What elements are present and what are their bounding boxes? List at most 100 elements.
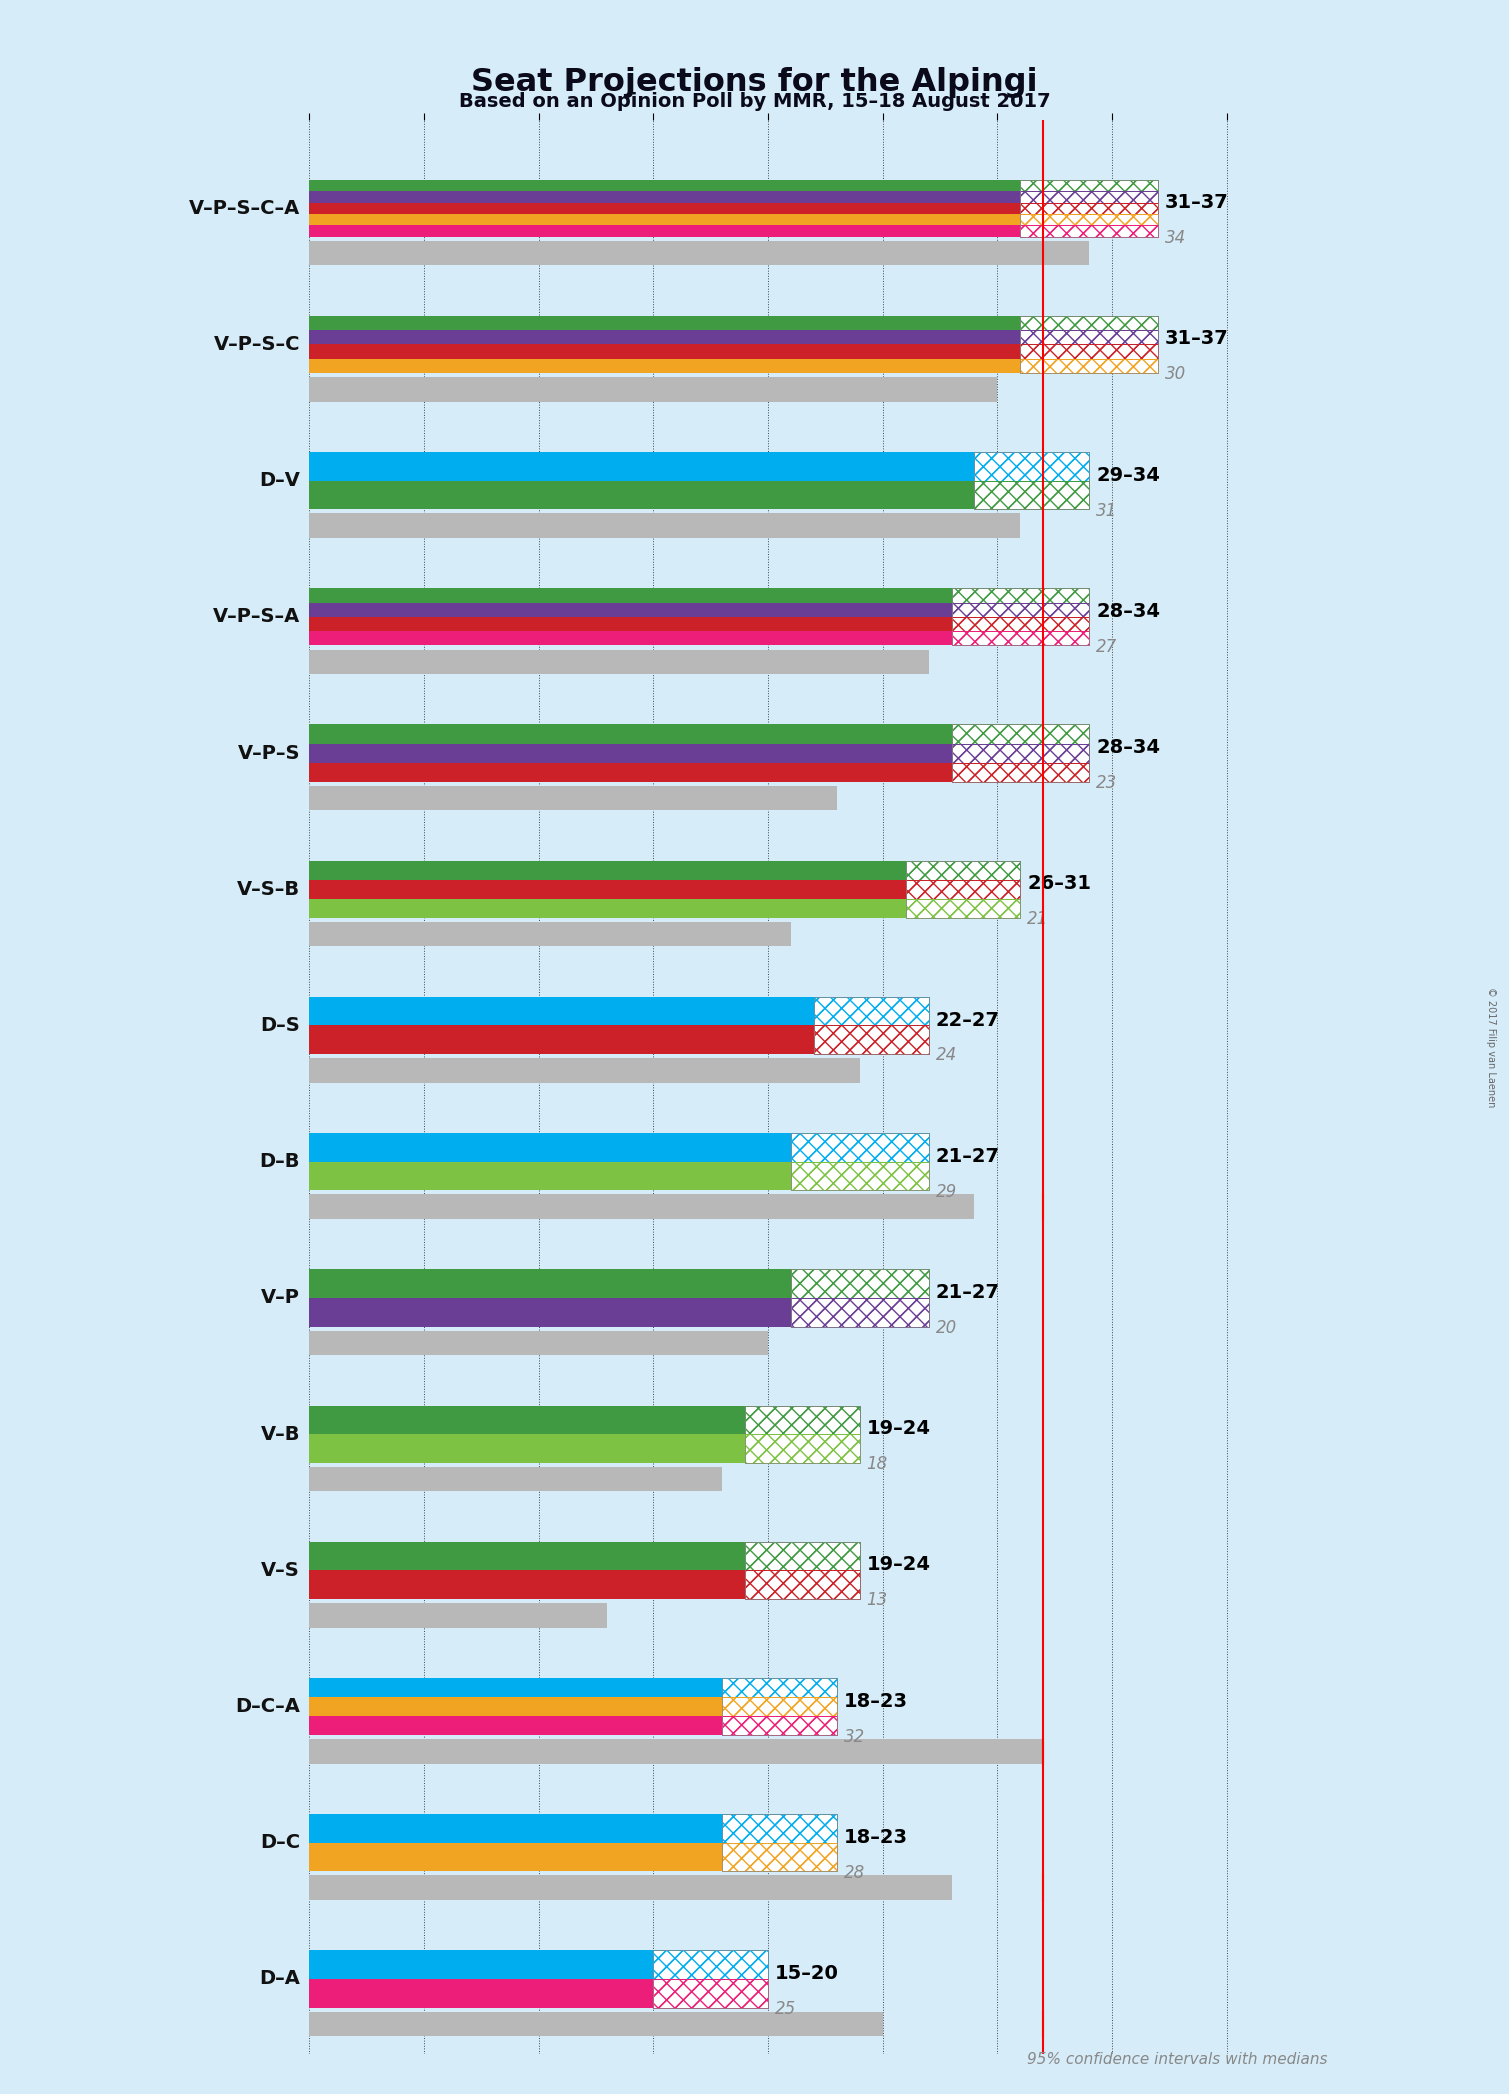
Text: D–A: D–A — [260, 1970, 300, 1989]
Bar — [1020, 214, 1157, 226]
Bar — [309, 1298, 791, 1326]
Bar — [309, 331, 1020, 343]
Bar — [905, 898, 1020, 917]
Bar — [309, 1813, 723, 1843]
Bar — [905, 898, 1020, 917]
Bar — [309, 1330, 768, 1355]
Bar — [1020, 226, 1157, 237]
Text: 31–37: 31–37 — [1165, 329, 1228, 348]
Text: 23: 23 — [1096, 775, 1117, 792]
Bar — [1020, 358, 1157, 373]
Bar — [309, 861, 905, 879]
Bar — [309, 180, 1020, 191]
Bar — [813, 1026, 928, 1053]
Bar — [1020, 316, 1157, 331]
Bar — [791, 1133, 928, 1189]
Bar — [791, 1269, 928, 1298]
Bar — [745, 1405, 860, 1464]
Bar — [1020, 180, 1157, 237]
Bar — [309, 785, 837, 810]
Bar — [745, 1541, 860, 1570]
Bar — [1020, 203, 1157, 214]
Bar — [952, 762, 1089, 781]
Bar — [309, 1541, 745, 1570]
Bar — [1020, 316, 1157, 331]
Bar — [905, 879, 1020, 898]
Text: 28–34: 28–34 — [1096, 601, 1160, 622]
Bar — [309, 649, 928, 674]
Bar — [723, 1677, 837, 1736]
Bar — [975, 452, 1089, 482]
Text: 18–23: 18–23 — [844, 1692, 908, 1711]
Text: 29: 29 — [936, 1183, 957, 1200]
Bar — [745, 1570, 860, 1600]
Bar — [905, 879, 1020, 898]
Text: 34: 34 — [1165, 228, 1186, 247]
Bar — [723, 1677, 837, 1696]
Bar — [309, 241, 1089, 266]
Text: 27: 27 — [1096, 639, 1117, 655]
Bar — [309, 1604, 608, 1627]
Bar — [813, 997, 928, 1026]
Bar — [791, 1162, 928, 1189]
Bar — [309, 1434, 745, 1464]
Bar — [309, 603, 952, 618]
Bar — [309, 1026, 813, 1053]
Bar — [813, 997, 928, 1026]
Text: 13: 13 — [866, 1591, 887, 1610]
Bar — [309, 358, 1020, 373]
Bar — [723, 1696, 837, 1717]
Bar — [309, 1843, 723, 1872]
Bar — [975, 482, 1089, 509]
Bar — [952, 603, 1089, 618]
Bar — [813, 1026, 928, 1053]
Text: 19–24: 19–24 — [866, 1556, 931, 1575]
Bar — [905, 861, 1020, 917]
Bar — [309, 618, 952, 630]
Bar — [745, 1541, 860, 1570]
Bar — [309, 452, 975, 482]
Text: V–P: V–P — [261, 1288, 300, 1307]
Bar — [309, 1876, 952, 1899]
Bar — [975, 482, 1089, 509]
Bar — [723, 1813, 837, 1843]
Bar — [952, 725, 1089, 781]
Bar — [1020, 180, 1157, 237]
Bar — [309, 316, 1020, 331]
Text: D–B: D–B — [260, 1152, 300, 1171]
Text: 25: 25 — [776, 2000, 797, 2019]
Bar — [309, 482, 975, 509]
Bar — [745, 1405, 860, 1434]
Bar — [975, 452, 1089, 482]
Bar — [745, 1570, 860, 1600]
Bar — [309, 1979, 653, 2008]
Text: V–S–B: V–S–B — [237, 879, 300, 898]
Bar — [1020, 343, 1157, 358]
Bar — [952, 588, 1089, 603]
Bar — [791, 1269, 928, 1326]
Text: 95% confidence intervals with medians: 95% confidence intervals with medians — [1028, 2052, 1328, 2067]
Bar — [1020, 203, 1157, 214]
Bar — [1020, 180, 1157, 191]
Bar — [952, 618, 1089, 630]
Bar — [952, 588, 1089, 645]
Text: V–P–S–C: V–P–S–C — [213, 335, 300, 354]
Text: 30: 30 — [1165, 366, 1186, 383]
Bar — [723, 1813, 837, 1843]
Bar — [723, 1843, 837, 1872]
Bar — [309, 1717, 723, 1736]
Text: © 2017 Filip van Laenen: © 2017 Filip van Laenen — [1486, 986, 1495, 1108]
Bar — [309, 588, 952, 603]
Bar — [952, 743, 1089, 762]
Bar — [653, 1979, 768, 2008]
Bar — [952, 630, 1089, 645]
Text: V–B: V–B — [261, 1424, 300, 1443]
Bar — [723, 1677, 837, 1736]
Bar — [309, 898, 905, 917]
Bar — [309, 921, 791, 946]
Bar — [309, 203, 1020, 214]
Bar — [653, 1950, 768, 1979]
Bar — [1020, 316, 1157, 373]
Bar — [309, 1194, 975, 1219]
Bar — [1020, 191, 1157, 203]
